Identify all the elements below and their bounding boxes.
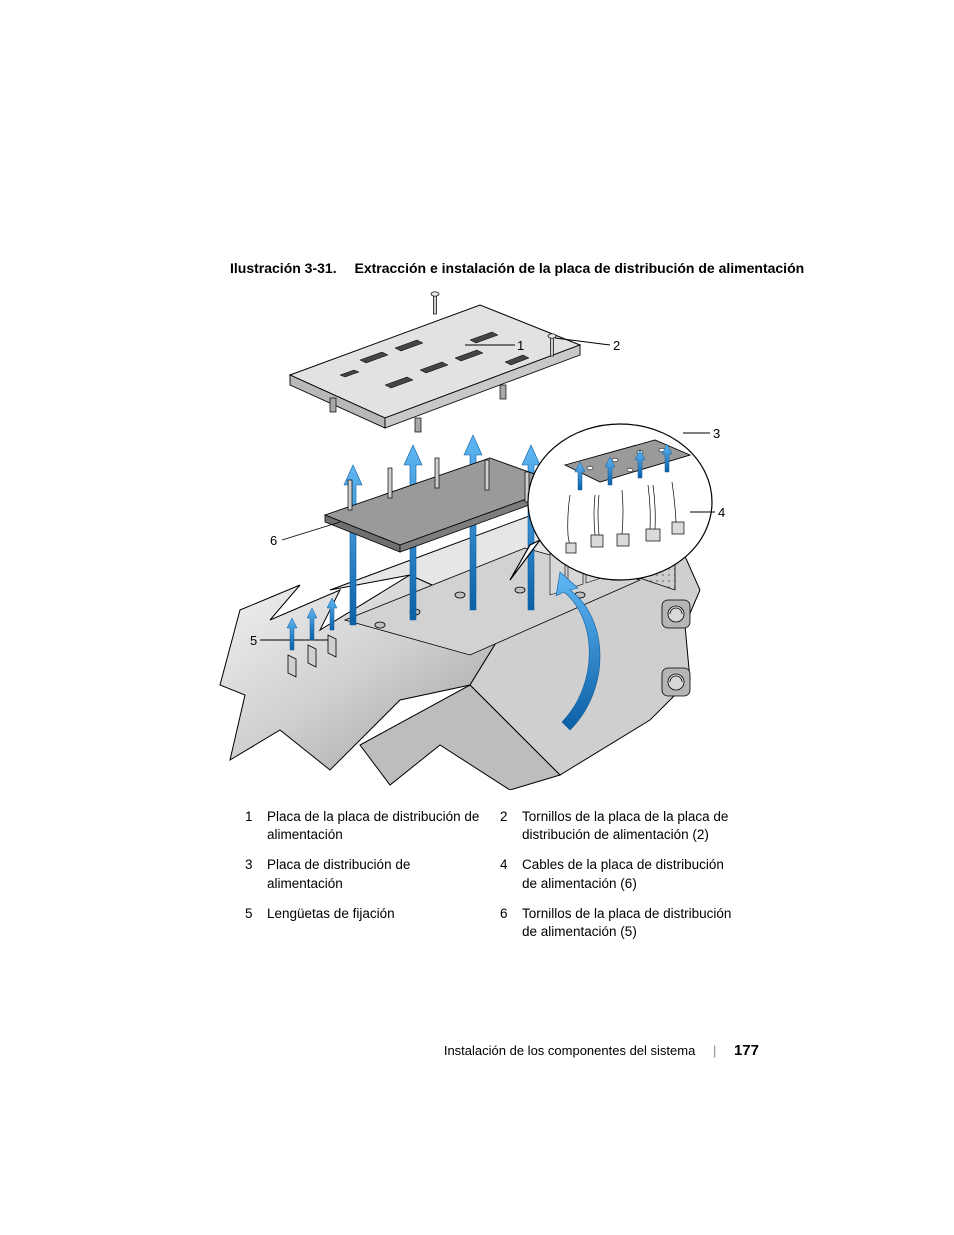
legend-item: 6 Tornillos de la placa de distribución …: [500, 905, 755, 941]
legend-row: 1 Placa de la placa de distribución de a…: [245, 808, 765, 844]
footer-section: Instalación de los componentes del siste…: [444, 1043, 695, 1058]
callout-2: 2: [613, 338, 620, 353]
footer-separator: |: [713, 1043, 716, 1058]
legend-text: Placa de la placa de distribución de ali…: [267, 808, 500, 844]
legend-item: 3 Placa de distribución de alimentación: [245, 856, 500, 892]
legend-number: 6: [500, 905, 522, 941]
legend-text: Cables de la placa de distribución de al…: [522, 856, 755, 892]
page: Ilustración 3-31. Extracción e instalaci…: [0, 0, 954, 1235]
legend-text: Lengüetas de fijación: [267, 905, 500, 941]
legend-item: 2 Tornillos de la placa de la placa de d…: [500, 808, 755, 844]
callout-6: 6: [270, 533, 277, 548]
legend-number: 3: [245, 856, 267, 892]
legend-text: Tornillos de la placa de la placa de dis…: [522, 808, 755, 844]
callout-1: 1: [517, 338, 524, 353]
figure-caption: Ilustración 3-31. Extracción e instalaci…: [230, 260, 804, 276]
legend-text: Placa de distribución de alimentación: [267, 856, 500, 892]
legend-text: Tornillos de la placa de distribución de…: [522, 905, 755, 941]
caption-number: Ilustración 3-31.: [230, 260, 337, 276]
legend-row: 5 Lengüetas de fijación 6 Tornillos de l…: [245, 905, 765, 941]
pd-cover: [290, 292, 580, 432]
legend-number: 2: [500, 808, 522, 844]
page-footer: Instalación de los componentes del siste…: [0, 1042, 954, 1059]
figure: 1 2 3 4 5 6: [210, 290, 730, 790]
callout-3: 3: [713, 426, 720, 441]
page-number: 177: [734, 1042, 759, 1059]
caption-title: Extracción e instalación de la placa de …: [354, 260, 804, 276]
diagram-svg: [210, 290, 730, 790]
legend-row: 3 Placa de distribución de alimentación …: [245, 856, 765, 892]
legend-item: 1 Placa de la placa de distribución de a…: [245, 808, 500, 844]
legend-number: 5: [245, 905, 267, 941]
callout-5: 5: [250, 633, 257, 648]
legend-number: 4: [500, 856, 522, 892]
legend-item: 5 Lengüetas de fijación: [245, 905, 500, 941]
legend: 1 Placa de la placa de distribución de a…: [245, 808, 765, 953]
legend-number: 1: [245, 808, 267, 844]
legend-item: 4 Cables de la placa de distribución de …: [500, 856, 755, 892]
callout-4: 4: [718, 505, 725, 520]
